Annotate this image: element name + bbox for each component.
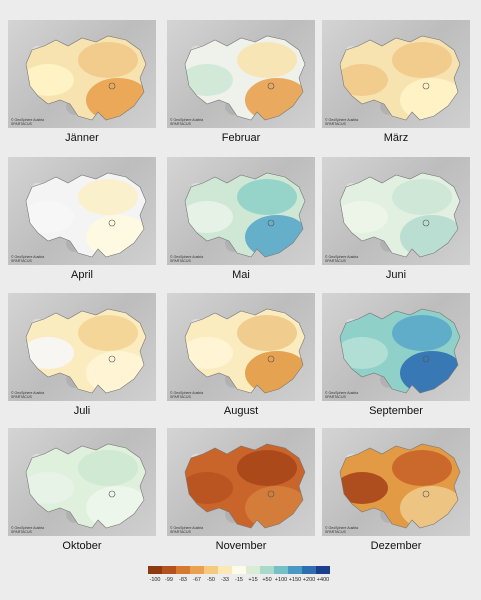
legend-swatch xyxy=(218,566,232,574)
legend-label: +50 xyxy=(262,577,272,583)
month-label: Juli xyxy=(73,405,91,417)
map-panel: © GeoSphere Austria SPARTACUS August xyxy=(167,293,315,423)
region-shape xyxy=(184,35,306,121)
legend-swatch xyxy=(162,566,176,574)
map-panel: © GeoSphere Austria SPARTACUS Dezember xyxy=(322,428,470,558)
legend-label: -15 xyxy=(235,577,243,583)
month-label: November xyxy=(215,540,267,552)
map-panel: © GeoSphere Austria SPARTACUS September xyxy=(322,293,470,423)
map-panel: © GeoSphere Austria SPARTACUS März xyxy=(322,20,470,150)
month-label: Juni xyxy=(385,269,407,281)
legend-label: +400 xyxy=(316,577,330,583)
legend-label: +15 xyxy=(248,577,258,583)
map-image: © GeoSphere Austria SPARTACUS xyxy=(322,428,470,536)
month-label: Mai xyxy=(232,269,250,281)
region-shape xyxy=(25,35,147,121)
legend-swatch xyxy=(176,566,190,574)
map-panel: © GeoSphere Austria SPARTACUS Jänner xyxy=(8,20,156,150)
region-shape xyxy=(339,308,461,394)
region-shape xyxy=(184,308,306,394)
month-label: Oktober xyxy=(62,540,102,552)
map-image: © GeoSphere Austria SPARTACUS xyxy=(322,157,470,265)
map-panel: © GeoSphere Austria SPARTACUS Juli xyxy=(8,293,156,423)
map-image: © GeoSphere Austria SPARTACUS xyxy=(167,20,315,128)
region-shape xyxy=(339,443,461,529)
map-credit: © GeoSphere Austria SPARTACUS xyxy=(170,118,204,126)
legend-label: -67 xyxy=(193,577,201,583)
region-shape xyxy=(25,308,147,394)
legend-label: +150 xyxy=(288,577,302,583)
map-image: © GeoSphere Austria SPARTACUS xyxy=(8,428,156,536)
legend-label: +200 xyxy=(302,577,316,583)
legend-swatch xyxy=(302,566,316,574)
color-legend: -100 -99 -83 -67 -50 -33 -15 +15 +50 +100 +150 +200… xyxy=(140,566,340,590)
legend-swatch xyxy=(232,566,246,574)
legend-label: -99 xyxy=(165,577,173,583)
legend-swatch xyxy=(260,566,274,574)
legend-label: -33 xyxy=(221,577,229,583)
map-panel: © GeoSphere Austria SPARTACUS November xyxy=(167,428,315,558)
map-panel: © GeoSphere Austria SPARTACUS Mai xyxy=(167,157,315,287)
legend-label: -83 xyxy=(179,577,187,583)
map-panel: © GeoSphere Austria SPARTACUS Februar xyxy=(167,20,315,150)
map-image: © GeoSphere Austria SPARTACUS xyxy=(8,293,156,401)
legend-swatch xyxy=(288,566,302,574)
map-image: © GeoSphere Austria SPARTACUS xyxy=(167,428,315,536)
map-credit: © GeoSphere Austria SPARTACUS xyxy=(325,255,359,263)
legend-swatch xyxy=(148,566,162,574)
region-shape xyxy=(25,443,147,529)
map-image: © GeoSphere Austria SPARTACUS xyxy=(322,293,470,401)
legend-swatch xyxy=(316,566,330,574)
month-label: Jänner xyxy=(65,132,99,144)
map-image: © GeoSphere Austria SPARTACUS xyxy=(167,157,315,265)
region-shape xyxy=(184,172,306,258)
map-image: © GeoSphere Austria SPARTACUS xyxy=(322,20,470,128)
map-image: © GeoSphere Austria SPARTACUS xyxy=(8,157,156,265)
legend-swatch xyxy=(246,566,260,574)
map-credit: © GeoSphere Austria SPARTACUS xyxy=(325,118,359,126)
map-credit: © GeoSphere Austria SPARTACUS xyxy=(170,391,204,399)
map-panel: © GeoSphere Austria SPARTACUS April xyxy=(8,157,156,287)
map-image: © GeoSphere Austria SPARTACUS xyxy=(167,293,315,401)
map-credit: © GeoSphere Austria SPARTACUS xyxy=(11,526,45,534)
map-credit: © GeoSphere Austria SPARTACUS xyxy=(325,526,359,534)
region-shape xyxy=(339,172,461,258)
region-shape xyxy=(25,172,147,258)
month-label: Dezember xyxy=(370,540,422,552)
map-grid: © GeoSphere Austria SPARTACUS Jänner © GeoS… xyxy=(8,20,474,560)
legend-swatch xyxy=(274,566,288,574)
legend-label: -50 xyxy=(207,577,215,583)
region-shape xyxy=(184,443,306,529)
map-panel: © GeoSphere Austria SPARTACUS Juni xyxy=(322,157,470,287)
region-shape xyxy=(339,35,461,121)
map-image: © GeoSphere Austria SPARTACUS xyxy=(8,20,156,128)
legend-swatch xyxy=(204,566,218,574)
map-credit: © GeoSphere Austria SPARTACUS xyxy=(170,255,204,263)
map-credit: © GeoSphere Austria SPARTACUS xyxy=(170,526,204,534)
legend-swatch xyxy=(190,566,204,574)
map-credit: © GeoSphere Austria SPARTACUS xyxy=(325,391,359,399)
month-label: April xyxy=(70,269,93,281)
month-label: März xyxy=(383,132,409,144)
month-label: Februar xyxy=(221,132,261,144)
month-label: August xyxy=(223,405,259,417)
month-label: September xyxy=(369,405,423,417)
map-credit: © GeoSphere Austria SPARTACUS xyxy=(11,255,45,263)
map-credit: © GeoSphere Austria SPARTACUS xyxy=(11,391,45,399)
legend-label: -100 xyxy=(149,577,161,583)
map-panel: © GeoSphere Austria SPARTACUS Oktober xyxy=(8,428,156,558)
legend-label: +100 xyxy=(274,577,288,583)
map-credit: © GeoSphere Austria SPARTACUS xyxy=(11,118,45,126)
